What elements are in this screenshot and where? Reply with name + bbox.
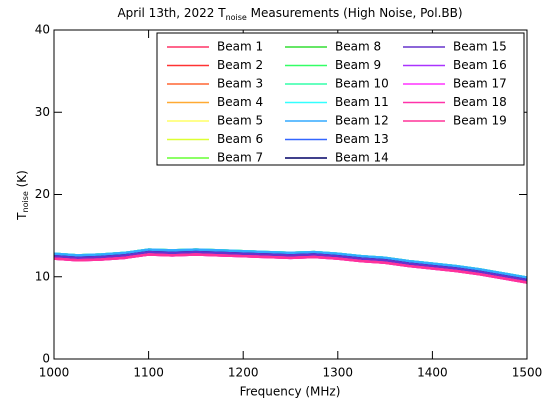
y-axis-label: Tnoise (K) (15, 170, 30, 221)
legend-label: Beam 17 (453, 77, 507, 91)
legend-label: Beam 14 (335, 151, 389, 165)
title-subscript: noise (226, 13, 247, 22)
y-tick-label: 20 (35, 187, 50, 201)
legend-label: Beam 1 (217, 40, 263, 54)
legend-label: Beam 9 (335, 58, 381, 72)
x-tick-label: 1400 (417, 366, 448, 380)
y-tick-label: 30 (35, 105, 50, 119)
y-tick-label: 40 (35, 23, 50, 37)
x-axis-label: Frequency (MHz) (240, 385, 341, 399)
title-suffix: Measurements (High Noise, Pol.BB) (247, 6, 463, 20)
y-label-subscript: noise (21, 191, 30, 212)
legend-label: Beam 4 (217, 95, 263, 109)
y-label-main: T (15, 212, 29, 221)
series-line (53, 250, 528, 282)
legend-label: Beam 12 (335, 114, 389, 128)
title-main: April 13th, 2022 T (117, 6, 226, 20)
legend-label: Beam 18 (453, 95, 507, 109)
x-tick-label: 1300 (323, 366, 354, 380)
legend-label: Beam 19 (453, 114, 507, 128)
legend-label: Beam 3 (217, 77, 263, 91)
legend-label: Beam 16 (453, 58, 507, 72)
legend-label: Beam 15 (453, 40, 507, 54)
y-label-suffix: (K) (15, 170, 29, 191)
legend-label: Beam 8 (335, 40, 381, 54)
series-line (53, 248, 528, 279)
y-tick-label: 0 (42, 352, 50, 366)
legend-label: Beam 10 (335, 77, 389, 91)
legend-label: Beam 13 (335, 132, 389, 146)
legend-label: Beam 7 (217, 151, 263, 165)
series-line (53, 253, 528, 284)
y-tick-label: 10 (35, 269, 50, 283)
x-tick-label: 1000 (39, 366, 70, 380)
x-tick-label: 1200 (228, 366, 259, 380)
legend-box (156, 32, 525, 166)
x-tick-label: 1500 (512, 366, 543, 380)
plot-frame (53, 29, 528, 360)
x-tick-label: 1100 (133, 366, 164, 380)
legend-label: Beam 11 (335, 95, 389, 109)
legend-label: Beam 6 (217, 132, 263, 146)
chart-title: April 13th, 2022 Tnoise Measurements (Hi… (117, 6, 462, 22)
legend-label: Beam 5 (217, 114, 263, 128)
legend-label: Beam 2 (217, 58, 263, 72)
